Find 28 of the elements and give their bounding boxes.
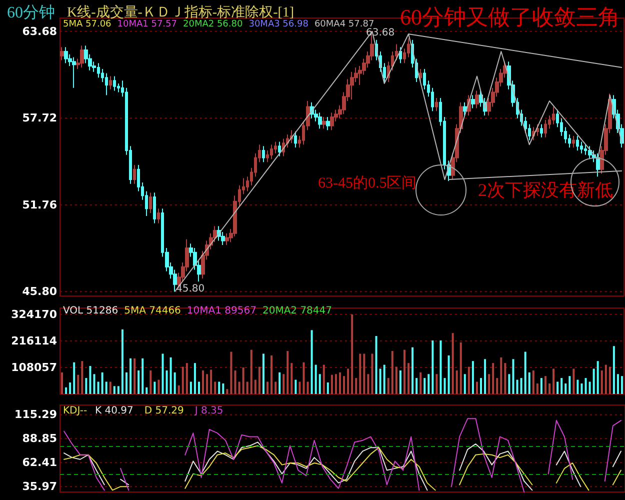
y-tick-label: 216114 [11,334,58,348]
y-tick-label: 63.68 [22,24,57,38]
annotation: 45.80 [176,284,205,294]
y-tick-label: 51.76 [22,198,58,212]
chart-title: 60分钟 [7,4,55,22]
y-tick-label: 88.85 [22,432,57,446]
text: D 57.29 [144,406,184,416]
annotation: 5MA 57.06 [63,20,112,30]
annotation: 10MA1 57.57 [117,20,178,30]
annotation: 63-45的0.5区间 [318,174,417,192]
y-tick-label: 62.41 [22,456,57,470]
annotation: 20MA2 56.80 [183,20,243,30]
y-tick-label: 324170 [11,308,58,321]
y-tick-label: 57.72 [22,112,57,125]
y-tick-label: 115.29 [14,408,57,422]
annotation: 5MA 74466 [124,306,181,316]
annotation: 10MA1 89567 [186,306,256,316]
chart-subtitle: K线-成交量-ＫＤＪ指标-标准除权-[1] [67,4,294,20]
annotation: KDJ-- [63,406,88,416]
annotation: VOL 51286 [63,306,118,316]
y-tick-label: 108057 [11,360,57,374]
series-label: J 8.35 [194,406,224,416]
annotation: 30MA3 56.98 [248,20,309,30]
y-tick-label: 45.80 [22,285,58,298]
annotation: 60MA4 57.87 [314,20,374,30]
annotation: 20MA2 78447 [262,306,332,316]
text: K 40.97 [95,406,134,416]
y-tick-label: 35.97 [22,480,57,494]
